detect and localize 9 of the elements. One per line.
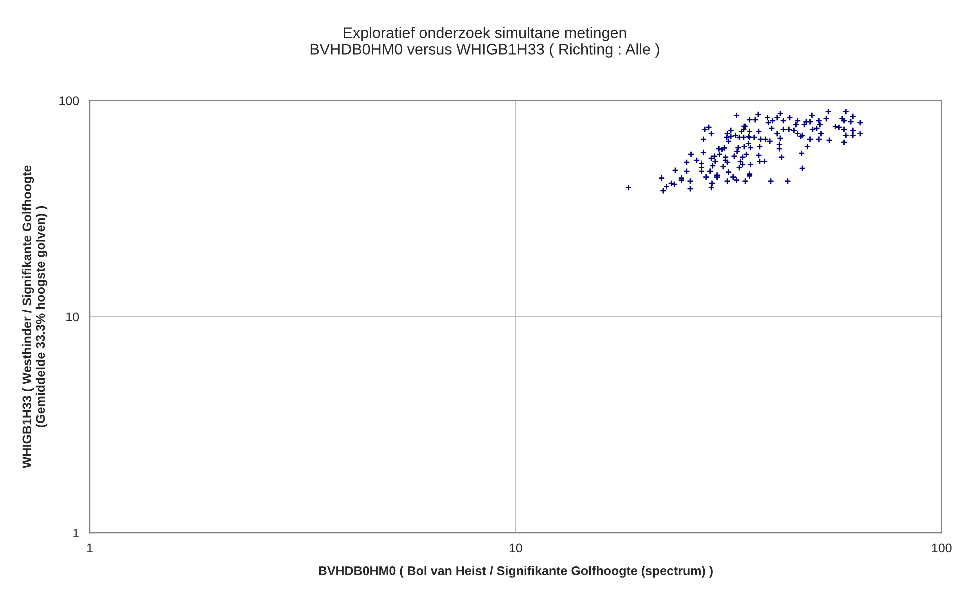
y-tick-label: 1 [74, 528, 79, 538]
y-axis-title: WHIGB1H33 ( Westhinder / Signifikante Golfhoogte (Gemiddelde 33.3% hoogste golven) ) [22, 166, 48, 469]
chart-title: Exploratief onderzoek simultane metingen BVHDB0HM0 versus WHIGB1H33 ( Richting : Alle ) [310, 27, 660, 58]
x-axis-title: BVHDB0HM0 ( Bol van Heist / Signifikante Golfhoogte (spectrum) ) [319, 566, 713, 578]
y-tick-label: 10 [66, 312, 80, 322]
x-tick-label: 1 [87, 544, 93, 553]
x-tick-label: 10 [510, 544, 522, 553]
y-tick-label: 100 [60, 96, 80, 106]
x-tick-label: 100 [932, 544, 952, 553]
